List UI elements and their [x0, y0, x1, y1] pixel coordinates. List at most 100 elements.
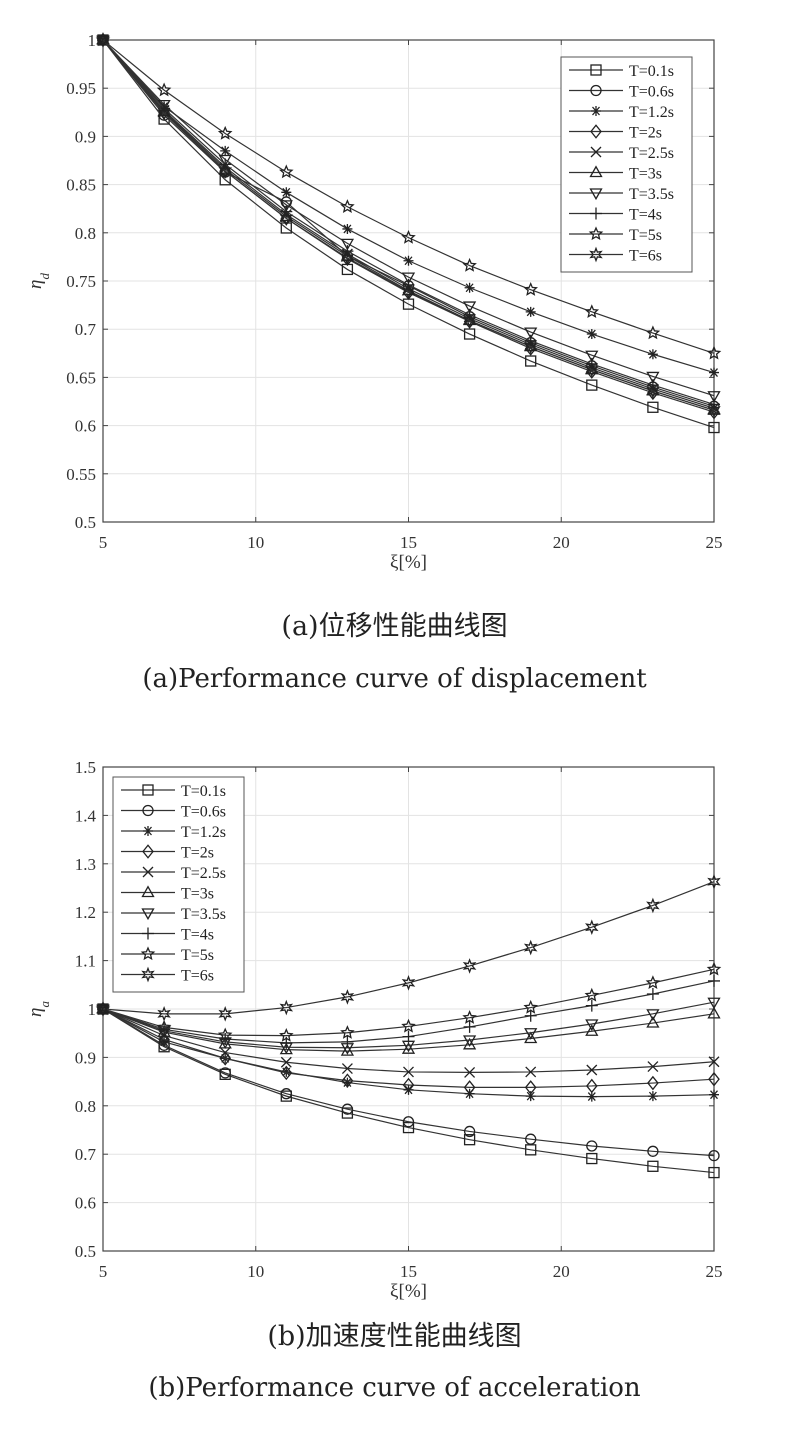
chart-b-series-t-3s-point	[401, 1042, 416, 1054]
chart-b-series-t-5s-point	[156, 1019, 172, 1034]
chart-b-series-t-0-1s-point	[402, 1121, 415, 1134]
chart-b-legend-item-t-4s-marker	[142, 927, 154, 940]
chart-b-series-t-0-1s-point	[647, 1160, 659, 1172]
chart-b-series-t-1-2s-point	[159, 1036, 170, 1047]
chart-b-series-t-2-5s-point	[464, 1066, 476, 1078]
chart-b-series-t-6s-point	[157, 1006, 171, 1022]
chart-a-series-t-1-2s-point	[525, 306, 536, 317]
chart-b-ytick-label: 0.6	[75, 1194, 96, 1213]
chart-a-legend-item-t-1-2s: T=1.2s	[569, 104, 674, 121]
chart-b-series-t-6s-point	[340, 989, 355, 1005]
chart-a-series-t-1-2s-point	[403, 255, 414, 266]
chart-a-series-t-0-1s-point	[708, 421, 720, 434]
chart-b-series-t-2s-point	[158, 1032, 170, 1047]
chart-b-series-group	[95, 873, 722, 1179]
chart-a-series-t-1-2s-point	[281, 187, 292, 198]
chart-a-displacement: 5 10 15 20 25 0.5 0.55 0.6 0.65 0.7 0.75 0.8 0.85 0.9…	[25, 31, 723, 573]
chart-a-series-t-6s-point	[401, 283, 416, 300]
chart-b-series-t-0-6s-point	[280, 1088, 292, 1100]
caption-b-english: (b)Performance curve of acceleration	[148, 1373, 641, 1403]
chart-b-series-t-2-5s-point	[403, 1066, 414, 1078]
chart-a-series-t-3-5s-point	[340, 238, 355, 251]
chart-a-legend-item-t-5s-marker	[588, 226, 604, 241]
chart-b-series-t-2s-point	[585, 1078, 598, 1094]
chart-a-legend-item-t-3s-label: T=3s	[629, 166, 662, 183]
chart-b-series-t-6s-point	[96, 1001, 110, 1017]
chart-b-series-t-3-5s-point	[707, 997, 721, 1010]
chart-a-series-t-6s-point	[218, 163, 232, 179]
chart-a-series-t-6s-point	[157, 105, 171, 122]
chart-a-ytick-label: 0.9	[75, 127, 96, 146]
chart-b-legend-item-t-4s: T=4s	[121, 927, 214, 944]
chart-b-series-t-6s-point	[585, 919, 599, 936]
chart-b-series-t-3-5s-point	[462, 1035, 477, 1048]
chart-a-xtick-label: 25	[706, 533, 723, 552]
chart-b-series-t-5s-point	[217, 1027, 233, 1042]
chart-b-series-t-6s-point	[646, 897, 660, 914]
chart-a-legend-item-t-2s: T=2s	[569, 124, 662, 142]
chart-a-series-t-0-1s-line	[102, 39, 715, 429]
chart-b-series-t-6s-point	[523, 939, 538, 956]
chart-a-series-t-5s-point	[401, 229, 416, 244]
chart-b-series-t-3-5s-point	[585, 1019, 599, 1032]
chart-b-acceleration: 5 10 15 20 25 0.5 0.6 0.7 0.8 0.9 1 1.1 1.2 1.3 1.4 1.5…	[25, 758, 723, 1302]
chart-a-series-t-6s-point	[340, 250, 355, 266]
chart-b-legend-item-t-3-5s: T=3.5s	[121, 906, 226, 923]
chart-b-series-t-2s-point	[647, 1075, 659, 1091]
chart-a-series-t-1-2s-point	[586, 329, 597, 340]
chart-a-legend-item-t-3s-marker	[589, 165, 603, 178]
chart-a-xtick-label: 10	[247, 533, 264, 552]
chart-b-legend-item-t-0-1s: T=0.1s	[121, 783, 226, 800]
chart-b-series-t-4s-point	[585, 999, 598, 1012]
chart-a-ytick-label: 0.95	[66, 79, 96, 98]
chart-b-series-t-2-5s-point	[647, 1061, 659, 1073]
chart-b-series-t-5s-point	[401, 1018, 416, 1033]
caption-b-chinese: (b)加速度性能曲线图	[267, 1321, 522, 1352]
chart-b-series-t-4s-point	[463, 1020, 476, 1033]
chart-a-legend-item-t-2s-label: T=2s	[629, 125, 662, 142]
chart-a-legend-item-t-4s-label: T=4s	[629, 207, 662, 224]
chart-b-ytick-label: 0.5	[75, 1242, 96, 1261]
chart-b-xlabel: ξ[%]	[390, 1281, 427, 1302]
chart-b-legend-item-t-0-1s-label: T=0.1s	[181, 783, 226, 800]
chart-a-legend-item-t-5s-label: T=5s	[629, 227, 662, 244]
chart-a-legend-item-t-0-6s: T=0.6s	[569, 84, 674, 101]
chart-b-ytick-label: 1.4	[75, 806, 97, 825]
chart-b-legend-item-t-2s-marker	[142, 844, 154, 859]
chart-b-legend-item-t-0-1s-marker	[142, 784, 154, 796]
chart-a-series-t-5s-point	[340, 199, 355, 213]
chart-a-legend-item-t-0-6s-label: T=0.6s	[629, 84, 674, 101]
chart-a-series-t-0-1s-point	[463, 328, 476, 340]
chart-b-series-t-6s-point	[218, 1006, 232, 1022]
chart-a-legend-item-t-0-1s-marker	[590, 64, 602, 76]
chart-b-legend-item-t-0-6s-marker	[142, 804, 154, 817]
chart-a-legend-item-t-2-5s: T=2.5s	[569, 145, 674, 162]
chart-b-series-t-6s-point	[707, 873, 721, 890]
chart-a-series-t-1-2s-point	[464, 282, 475, 293]
chart-a-ytick-label: 0.8	[75, 224, 96, 243]
chart-a-series-t-3-5s-point	[585, 350, 599, 363]
chart-a-legend-item-t-3s: T=3s	[569, 165, 662, 183]
chart-a-series-t-6s-point	[523, 338, 538, 355]
chart-b-legend-item-t-2s: T=2s	[121, 844, 214, 862]
chart-a-xtick-label: 5	[99, 533, 108, 552]
chart-b-legend-item-t-5s-label: T=5s	[181, 947, 214, 964]
chart-b-series-t-2s-point	[524, 1080, 537, 1095]
chart-b-series-t-0-1s-point	[708, 1166, 720, 1179]
chart-b-series-t-5s-point	[340, 1025, 355, 1039]
chart-a-legend-item-t-1-2s-label: T=1.2s	[629, 104, 674, 121]
chart-b-ytick-label: 1.3	[75, 855, 96, 874]
chart-b-series-t-6s-line	[102, 881, 715, 1015]
chart-b-series-t-1-2s-point	[281, 1066, 292, 1077]
chart-b-series-t-2-5s-point	[280, 1056, 292, 1068]
chart-b-legend-item-t-3s-label: T=3s	[181, 886, 214, 903]
chart-a-series-t-6s-point	[279, 210, 294, 227]
chart-a-legend-item-t-0-6s-marker	[590, 84, 602, 97]
chart-b-series-t-0-6s-point	[525, 1133, 537, 1145]
chart-b-series-t-1-2s-point	[342, 1077, 353, 1088]
chart-b-legend-item-t-2-5s-label: T=2.5s	[181, 865, 226, 882]
chart-a-series-group	[95, 32, 722, 434]
caption-a-english: (a)Performance curve of displacement	[142, 664, 647, 694]
chart-b-series-t-3s-line	[102, 1008, 715, 1052]
chart-a-series-t-0-1s-point	[219, 174, 231, 186]
